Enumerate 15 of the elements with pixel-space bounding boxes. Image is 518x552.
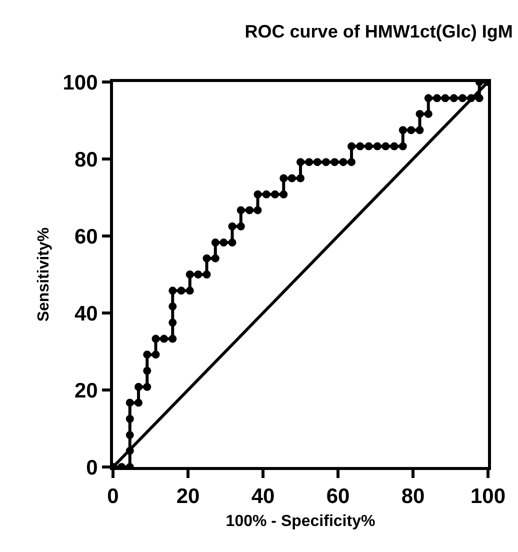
chart-title: ROC curve of HMW1ct(Glc) IgM <box>244 21 513 42</box>
x-tick-label: 60 <box>326 485 350 508</box>
y-tick-label: 20 <box>74 379 98 402</box>
x-tick-label: 40 <box>251 485 275 508</box>
x-axis-title: 100% - Specificity% <box>226 512 376 530</box>
x-tick-label: 100 <box>470 485 506 508</box>
y-tick-label: 40 <box>74 302 98 326</box>
y-tick-label: 60 <box>74 225 98 248</box>
y-axis-title: Sensitivity% <box>36 227 53 322</box>
y-tick-label: 100 <box>62 71 98 94</box>
y-tick-label: 0 <box>86 456 98 480</box>
y-tick-label: 80 <box>74 148 98 172</box>
x-tick-label: 20 <box>176 485 200 508</box>
x-tick-label: 0 <box>107 485 119 508</box>
x-tick-label: 80 <box>401 485 425 508</box>
